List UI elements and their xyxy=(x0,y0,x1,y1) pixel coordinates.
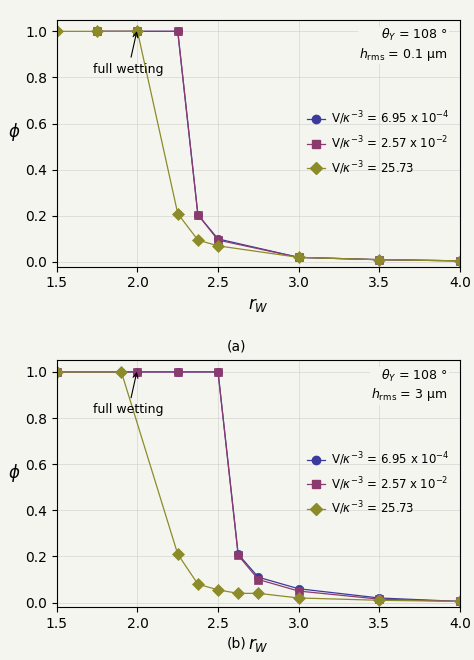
Text: $\theta_Y$ = 108 °
$h_{\rm rms}$ = 3 μm: $\theta_Y$ = 108 ° $h_{\rm rms}$ = 3 μm xyxy=(371,368,447,403)
X-axis label: $r_W$: $r_W$ xyxy=(248,636,269,655)
Legend: V/$\kappa^{-3}$ = 6.95 x 10$^{-4}$, V/$\kappa^{-3}$ = 2.57 x 10$^{-2}$, V/$\kapp: V/$\kappa^{-3}$ = 6.95 x 10$^{-4}$, V/$\… xyxy=(302,105,454,182)
Y-axis label: $\phi$: $\phi$ xyxy=(8,121,20,143)
Text: full wetting: full wetting xyxy=(93,373,164,416)
Y-axis label: $\phi$: $\phi$ xyxy=(8,462,20,484)
Legend: V/$\kappa^{-3}$ = 6.95 x 10$^{-4}$, V/$\kappa^{-3}$ = 2.57 x 10$^{-2}$, V/$\kapp: V/$\kappa^{-3}$ = 6.95 x 10$^{-4}$, V/$\… xyxy=(302,446,454,522)
X-axis label: $r_W$: $r_W$ xyxy=(248,296,269,314)
Text: (b): (b) xyxy=(227,636,247,650)
Text: (a): (a) xyxy=(227,340,247,354)
Text: $\theta_Y$ = 108 °
$h_{\rm rms}$ = 0.1 μm: $\theta_Y$ = 108 ° $h_{\rm rms}$ = 0.1 μ… xyxy=(359,27,447,63)
Text: full wetting: full wetting xyxy=(93,32,164,76)
